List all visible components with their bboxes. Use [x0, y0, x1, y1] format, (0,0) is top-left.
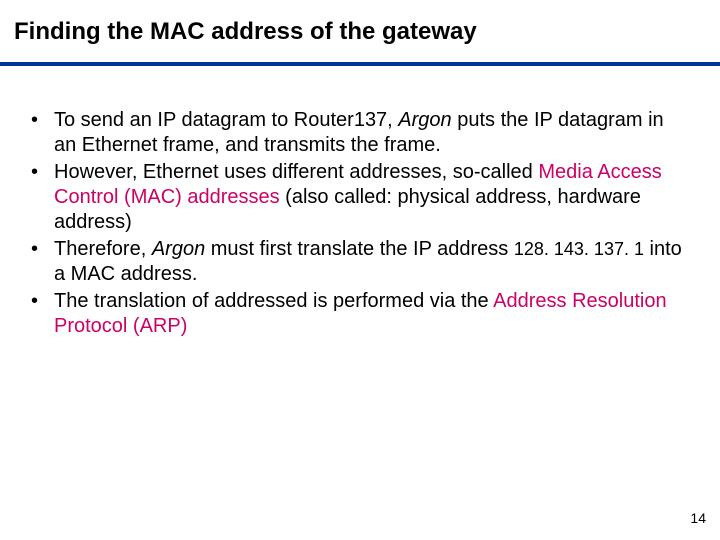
- text: However, Ethernet uses different address…: [54, 161, 538, 183]
- slide-title: Finding the MAC address of the gateway: [14, 18, 477, 46]
- text: Therefore,: [54, 238, 152, 260]
- bullet-item: Therefore, Argon must first translate th…: [28, 237, 688, 287]
- italic-term: Argon: [398, 109, 451, 131]
- bullet-item: The translation of addressed is performe…: [28, 289, 688, 339]
- page-number: 14: [690, 510, 706, 526]
- bullet-item: However, Ethernet uses different address…: [28, 160, 688, 235]
- ip-address: 128. 143. 137. 1: [514, 239, 644, 259]
- slide: { "colors": { "rule": "#003399", "highli…: [0, 0, 720, 540]
- italic-term: Argon: [152, 238, 205, 260]
- slide-body: To send an IP datagram to Router137, Arg…: [28, 108, 688, 341]
- title-underline: [0, 62, 720, 66]
- text: The translation of addressed is performe…: [54, 290, 493, 312]
- bullet-item: To send an IP datagram to Router137, Arg…: [28, 108, 688, 158]
- text: must first translate the IP address: [205, 238, 514, 260]
- text: To send an IP datagram to Router137,: [54, 109, 398, 131]
- bullet-list: To send an IP datagram to Router137, Arg…: [28, 108, 688, 339]
